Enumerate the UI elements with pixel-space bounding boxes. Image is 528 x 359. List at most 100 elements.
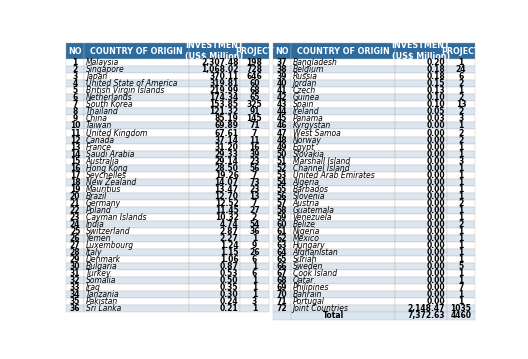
Text: 7,372.63: 7,372.63 bbox=[408, 312, 445, 321]
Bar bbox=[272, 179, 291, 186]
Text: 19.26: 19.26 bbox=[215, 171, 239, 180]
Bar bbox=[188, 158, 240, 165]
Text: 1: 1 bbox=[458, 206, 464, 215]
Bar bbox=[272, 172, 291, 179]
Text: United State of America: United State of America bbox=[86, 79, 177, 88]
Bar bbox=[447, 249, 475, 256]
Text: Mauritius: Mauritius bbox=[86, 185, 121, 194]
Text: 61: 61 bbox=[277, 227, 287, 236]
Bar bbox=[240, 87, 269, 94]
Bar bbox=[240, 122, 269, 130]
Text: Yemen: Yemen bbox=[86, 234, 111, 243]
Text: 1: 1 bbox=[458, 121, 464, 130]
Bar bbox=[66, 87, 84, 94]
Bar bbox=[447, 292, 475, 298]
Bar bbox=[240, 43, 269, 59]
Bar bbox=[291, 242, 395, 249]
Text: Malaysia: Malaysia bbox=[86, 58, 119, 67]
Bar bbox=[272, 165, 291, 172]
Bar bbox=[395, 94, 447, 101]
Text: 1: 1 bbox=[458, 178, 464, 187]
Text: Total: Total bbox=[323, 312, 345, 321]
Bar bbox=[188, 66, 240, 73]
Bar bbox=[272, 277, 291, 284]
Bar bbox=[291, 263, 395, 270]
Bar bbox=[240, 172, 269, 179]
Bar bbox=[84, 186, 188, 193]
Text: Pakistan: Pakistan bbox=[86, 297, 118, 307]
Bar bbox=[66, 186, 84, 193]
Text: 67: 67 bbox=[277, 269, 287, 278]
Bar bbox=[447, 87, 475, 94]
Text: 1: 1 bbox=[458, 241, 464, 250]
Text: Portugal: Portugal bbox=[293, 297, 324, 307]
Text: 1: 1 bbox=[458, 255, 464, 264]
Bar bbox=[395, 158, 447, 165]
Bar bbox=[188, 165, 240, 172]
Bar bbox=[291, 207, 395, 214]
Text: 31: 31 bbox=[70, 269, 80, 278]
Text: 85.19: 85.19 bbox=[215, 115, 239, 123]
Bar bbox=[240, 235, 269, 242]
Text: France: France bbox=[86, 143, 112, 151]
Text: Italy: Italy bbox=[86, 248, 102, 257]
Bar bbox=[395, 256, 447, 263]
Bar bbox=[188, 200, 240, 207]
Text: Guinea: Guinea bbox=[293, 93, 319, 102]
Text: China: China bbox=[86, 115, 108, 123]
Bar bbox=[188, 101, 240, 108]
Bar bbox=[447, 270, 475, 277]
Text: Singapore: Singapore bbox=[86, 65, 125, 74]
Bar bbox=[447, 80, 475, 87]
Text: 32: 32 bbox=[70, 276, 80, 285]
Bar bbox=[66, 193, 84, 200]
Text: 57: 57 bbox=[277, 199, 287, 208]
Bar bbox=[240, 186, 269, 193]
Text: Sri Lanka: Sri Lanka bbox=[86, 304, 121, 313]
Bar bbox=[291, 66, 395, 73]
Text: 3: 3 bbox=[458, 115, 464, 123]
Text: 0.00: 0.00 bbox=[427, 234, 445, 243]
Bar bbox=[272, 158, 291, 165]
Text: 27: 27 bbox=[249, 206, 260, 215]
Text: Bangladesh: Bangladesh bbox=[293, 58, 337, 67]
Bar bbox=[66, 122, 84, 130]
Text: 65: 65 bbox=[277, 255, 287, 264]
Text: 0.05: 0.05 bbox=[427, 107, 445, 116]
Text: 0.00: 0.00 bbox=[427, 171, 445, 180]
Text: 728: 728 bbox=[247, 65, 262, 74]
Bar bbox=[395, 207, 447, 214]
Bar bbox=[188, 179, 240, 186]
Text: 1: 1 bbox=[252, 290, 257, 299]
Text: Guatemala: Guatemala bbox=[293, 206, 334, 215]
Text: 72: 72 bbox=[277, 304, 287, 313]
Text: Australia: Australia bbox=[86, 157, 120, 165]
Text: 2: 2 bbox=[458, 93, 464, 102]
Text: 16: 16 bbox=[70, 164, 80, 173]
Bar bbox=[272, 298, 291, 306]
Text: 153.85: 153.85 bbox=[210, 101, 239, 109]
Text: 0.00: 0.00 bbox=[427, 164, 445, 173]
Text: Slovenia: Slovenia bbox=[293, 192, 325, 201]
Text: 23: 23 bbox=[70, 213, 80, 222]
Bar bbox=[291, 270, 395, 277]
Bar bbox=[188, 249, 240, 256]
Text: 13: 13 bbox=[70, 143, 80, 151]
Bar bbox=[395, 312, 447, 320]
Text: 16: 16 bbox=[249, 143, 260, 151]
Bar bbox=[188, 108, 240, 115]
Bar bbox=[272, 200, 291, 207]
Text: 7: 7 bbox=[72, 101, 78, 109]
Text: 4: 4 bbox=[72, 79, 78, 88]
Text: 0.10: 0.10 bbox=[427, 93, 445, 102]
Text: 29.33: 29.33 bbox=[215, 150, 239, 159]
Bar bbox=[66, 298, 84, 306]
Text: Austria: Austria bbox=[293, 199, 319, 208]
Bar bbox=[272, 43, 291, 59]
Bar bbox=[240, 144, 269, 151]
Bar bbox=[188, 136, 240, 144]
Text: 1: 1 bbox=[458, 234, 464, 243]
Bar bbox=[240, 306, 269, 312]
Bar bbox=[447, 115, 475, 122]
Text: 54: 54 bbox=[277, 178, 287, 187]
